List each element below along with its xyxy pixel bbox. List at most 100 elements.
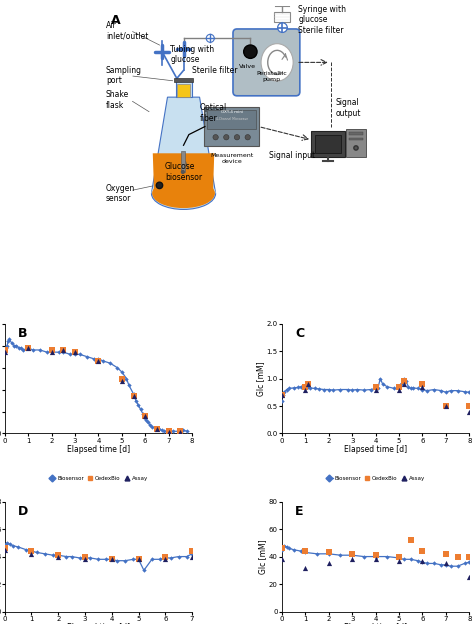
Point (320, 384, 328, 394)
Point (348, 385, 356, 395)
Point (348, 549, 356, 559)
Point (419, 384, 426, 394)
Circle shape (224, 135, 229, 140)
Point (183, 426, 191, 436)
Point (407, 554, 415, 564)
Point (330, 385, 337, 395)
Point (281, 388, 288, 397)
Point (59, 345, 67, 355)
Point (360, 385, 368, 395)
Point (372, 552, 379, 562)
Ellipse shape (152, 178, 215, 208)
Point (294, 383, 302, 392)
Point (48, 347, 55, 357)
Point (419, 546, 426, 556)
Point (438, 560, 445, 570)
Point (66, 349, 74, 359)
Point (465, 401, 473, 411)
X-axis label: Elapsed time [d]: Elapsed time [d] (67, 623, 130, 624)
Point (146, 420, 154, 430)
Polygon shape (151, 97, 216, 193)
Circle shape (244, 45, 257, 59)
Point (9, 540, 17, 550)
Point (465, 572, 473, 582)
Point (391, 383, 398, 393)
Point (442, 401, 450, 411)
Point (113, 363, 121, 373)
Point (141, 411, 149, 421)
Point (278, 544, 286, 553)
Point (27, 549, 35, 559)
Point (301, 382, 309, 392)
Circle shape (245, 135, 250, 140)
Point (461, 387, 468, 397)
Point (465, 406, 473, 416)
Circle shape (354, 146, 358, 150)
Point (279, 390, 287, 400)
Text: B: B (18, 327, 27, 340)
Point (59, 345, 67, 355)
FancyBboxPatch shape (349, 138, 363, 140)
Point (148, 554, 155, 564)
Point (59, 347, 67, 357)
Point (113, 556, 121, 566)
Point (379, 379, 386, 389)
Legend: Biosensor, CedexBio, Assay: Biosensor, CedexBio, Assay (324, 474, 428, 484)
Text: Air
inlet/outlet: Air inlet/outlet (106, 21, 148, 40)
Point (135, 554, 142, 564)
Point (8, 338, 16, 348)
Point (430, 384, 438, 394)
Circle shape (234, 135, 240, 140)
Point (395, 383, 403, 393)
Point (442, 401, 450, 411)
FancyBboxPatch shape (346, 129, 366, 157)
Point (36, 345, 44, 355)
Ellipse shape (261, 44, 293, 81)
Point (33, 547, 41, 557)
Text: Valve: Valve (239, 64, 256, 69)
Text: C: C (295, 327, 304, 340)
Point (10, 341, 18, 351)
Legend: Biosensor, CedexBio, Assay: Biosensor, CedexBio, Assay (46, 474, 150, 484)
Point (1, 345, 9, 355)
Point (90, 354, 98, 364)
Point (188, 546, 196, 556)
Point (297, 382, 304, 392)
X-axis label: Elapsed time [d]: Elapsed time [d] (344, 623, 407, 624)
Point (395, 552, 403, 562)
Point (76, 349, 83, 359)
Point (6, 539, 14, 549)
Point (2, 343, 9, 353)
Point (281, 540, 288, 550)
Point (419, 382, 426, 392)
Point (348, 554, 356, 564)
Point (313, 549, 321, 559)
Point (400, 376, 408, 386)
Point (290, 545, 298, 555)
Point (71, 347, 79, 357)
Point (442, 558, 450, 568)
Point (304, 379, 311, 389)
Point (81, 554, 89, 564)
Point (95, 354, 102, 364)
Point (129, 554, 137, 564)
Point (306, 383, 314, 393)
Point (430, 558, 438, 568)
Point (179, 425, 186, 435)
Point (400, 374, 408, 384)
Point (454, 386, 461, 396)
Point (153, 424, 161, 434)
Point (141, 413, 149, 423)
Text: Syringe with
glucose: Syringe with glucose (299, 4, 346, 24)
Point (278, 545, 286, 555)
Point (383, 552, 391, 562)
Point (68, 552, 75, 562)
Point (108, 554, 116, 564)
Point (325, 547, 333, 557)
Ellipse shape (151, 177, 216, 210)
Point (95, 356, 102, 366)
Point (130, 391, 137, 401)
Point (176, 426, 184, 436)
Point (304, 383, 311, 392)
Point (13, 341, 20, 351)
